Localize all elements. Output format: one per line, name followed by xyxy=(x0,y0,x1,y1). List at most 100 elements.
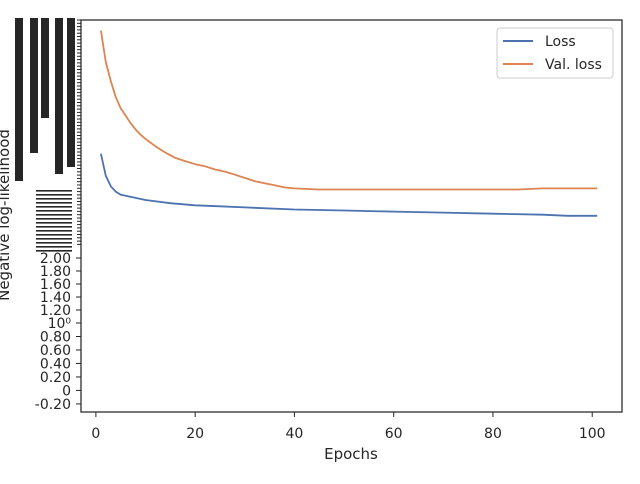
y-tick-label-clutter xyxy=(36,238,72,240)
y-tick-label-clutter xyxy=(41,74,49,83)
x-axis-label: Epochs xyxy=(324,445,378,463)
y-tick-label: 0.40 xyxy=(40,356,71,372)
y-tick-label-clutter xyxy=(55,88,63,97)
y-tick-label-clutter xyxy=(30,60,38,69)
y-tick-label-clutter xyxy=(36,250,72,252)
y-tick-label-clutter xyxy=(41,102,49,111)
y-tick-label-clutter xyxy=(55,81,63,90)
y-tick-label-clutter xyxy=(30,32,38,41)
y-tick-label-clutter xyxy=(36,190,72,192)
y-tick-label-clutter xyxy=(41,81,49,90)
y-axis-label: Negative log-likelihood xyxy=(0,129,13,301)
y-tick-label-clutter xyxy=(36,198,72,200)
y-tick-label-clutter xyxy=(15,137,23,146)
y-tick-label-clutter xyxy=(67,109,75,118)
y-tick-label-clutter xyxy=(15,158,23,167)
y-tick-label-clutter xyxy=(30,116,38,125)
y-tick-label-clutter xyxy=(15,123,23,132)
y-tick-label-clutter xyxy=(55,109,63,118)
y-tick-label-clutter xyxy=(36,206,72,208)
y-tick-label-clutter xyxy=(67,74,75,83)
y-tick-label-clutter xyxy=(15,151,23,160)
y-tick-label-clutter xyxy=(55,53,63,62)
y-tick-label-clutter xyxy=(15,109,23,118)
series-line-loss xyxy=(100,153,598,217)
y-tick-label: 0 xyxy=(62,383,71,399)
y-tick-label-clutter xyxy=(15,25,23,34)
y-tick-label-clutter xyxy=(36,214,72,216)
y-tick-label-clutter xyxy=(30,88,38,97)
y-tick-label-clutter xyxy=(36,242,72,244)
x-tick-label: 60 xyxy=(385,426,403,442)
x-tick-label: 0 xyxy=(91,426,100,442)
y-tick-label-clutter xyxy=(55,74,63,83)
plot-frame xyxy=(80,19,623,413)
y-tick-label-clutter xyxy=(67,123,75,132)
y-tick-label-clutter xyxy=(15,39,23,48)
y-tick-label-clutter xyxy=(15,144,23,153)
y-tick-label-clutter xyxy=(41,60,49,69)
y-tick-label-clutter xyxy=(41,109,49,118)
y-tick-label-clutter xyxy=(55,102,63,111)
y-tick-label-clutter xyxy=(36,234,72,236)
y-tick-label: 0.20 xyxy=(40,370,71,386)
y-tick-label-clutter xyxy=(41,25,49,34)
y-tick-label-clutter xyxy=(36,230,72,232)
y-tick-label-clutter xyxy=(30,123,38,132)
y-tick-label-clutter xyxy=(41,18,49,27)
y-tick-label-clutter xyxy=(30,74,38,83)
y-tick-label: 1.80 xyxy=(40,264,71,280)
y-tick-label: -0.20 xyxy=(35,397,71,413)
x-axis-ticks: 0 20 40 60 80 100 xyxy=(91,412,606,442)
y-tick-label-clutter xyxy=(30,137,38,146)
y-tick-label-clutter xyxy=(67,53,75,62)
y-tick-label-clutter xyxy=(67,60,75,69)
y-tick-label-clutter xyxy=(55,60,63,69)
y-tick-label-clutter xyxy=(67,151,75,160)
series-line-val-loss xyxy=(100,30,598,191)
y-tick-label-clutter xyxy=(30,25,38,34)
series-lines xyxy=(100,30,598,217)
y-tick-label-clutter xyxy=(55,137,63,146)
y-tick-label-clutter xyxy=(30,39,38,48)
y-tick-label-clutter xyxy=(30,144,38,153)
y-tick-label-clutter xyxy=(55,116,63,125)
y-axis-ticks: -0.2000.200.400.600.8010⁰1.201.401.601.8… xyxy=(35,251,81,413)
y-tick-label-clutter xyxy=(55,165,63,174)
y-tick-label-clutter xyxy=(55,158,63,167)
y-tick-label-clutter xyxy=(55,46,63,55)
y-tick-label: 1.20 xyxy=(40,303,71,319)
y-tick-label-clutter xyxy=(30,109,38,118)
y-tick-label-clutter xyxy=(15,60,23,69)
y-tick-label-clutter xyxy=(36,202,72,204)
y-tick-label-clutter xyxy=(36,218,72,220)
y-tick-label: 2.00 xyxy=(40,251,71,267)
y-tick-label-clutter xyxy=(15,18,23,27)
y-tick-label-clutter xyxy=(15,88,23,97)
y-tick-label: 1.60 xyxy=(40,277,71,293)
y-tick-label-clutter xyxy=(15,172,23,181)
y-tick-label-clutter xyxy=(30,18,38,27)
y-tick-label-clutter xyxy=(55,25,63,34)
x-tick-label: 40 xyxy=(286,426,304,442)
y-tick-label-clutter xyxy=(15,165,23,174)
y-tick-label-clutter xyxy=(41,32,49,41)
y-tick-label-clutter xyxy=(55,95,63,104)
y-tick-label-clutter xyxy=(36,222,72,224)
x-tick-label: 100 xyxy=(579,426,606,442)
y-tick-label-clutter xyxy=(41,95,49,104)
y-tick-label-clutter xyxy=(55,123,63,132)
y-tick-label-clutter xyxy=(30,81,38,90)
y-tick-label-clutter xyxy=(30,95,38,104)
y-tick-label-clutter xyxy=(15,53,23,62)
y-tick-label-clutter xyxy=(15,130,23,139)
y-tick-label-clutter xyxy=(55,151,63,160)
y-tick-label-clutter xyxy=(30,67,38,76)
y-tick-label: 1.40 xyxy=(40,290,71,306)
y-tick-label-clutter xyxy=(15,81,23,90)
legend-label-loss: Loss xyxy=(545,34,576,50)
legend: Loss Val. loss xyxy=(496,27,614,79)
x-tick-label: 80 xyxy=(484,426,502,442)
y-tick-label-clutter xyxy=(15,116,23,125)
